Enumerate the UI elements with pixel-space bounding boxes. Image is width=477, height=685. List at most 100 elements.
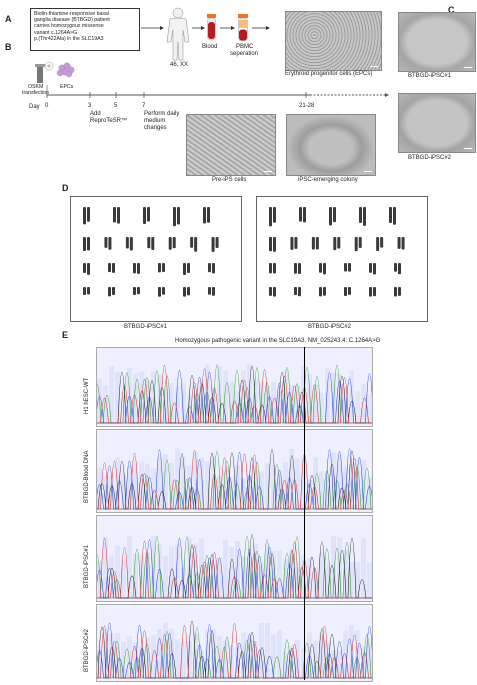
chromosome: [380, 237, 384, 248]
ipsc-colony-micrograph: [286, 114, 376, 176]
chromosome: [208, 263, 211, 273]
chromosome: [207, 207, 210, 223]
karyo1-caption: BTBGD-iPSC#1: [124, 324, 168, 330]
quality-bar: [223, 469, 228, 509]
base-trace: [97, 366, 372, 424]
quality-bar: [331, 650, 336, 678]
chromosome: [137, 263, 140, 274]
chromosome: [398, 287, 401, 296]
chromosome: [108, 287, 111, 297]
quality-bar: [169, 382, 174, 423]
base-trace: [97, 538, 372, 599]
quality-bar: [175, 386, 180, 423]
quality-bar: [97, 649, 102, 678]
quality-bar: [277, 469, 282, 509]
quality-bar: [355, 562, 360, 598]
chromosome: [269, 207, 272, 227]
quality-bar: [355, 391, 360, 423]
quality-bar: [229, 644, 234, 678]
patient-info-box: Biotin-thiamine-responsive basal ganglia…: [30, 8, 140, 51]
chromosome: [333, 237, 337, 251]
quality-bar: [247, 364, 252, 423]
quality-bar: [319, 392, 324, 423]
chromosome: [303, 207, 306, 223]
transfection-label: transfection: [22, 90, 49, 96]
chromosome: [294, 263, 297, 274]
chromosome: [83, 287, 86, 295]
chromosome: [151, 237, 155, 251]
karyotype-1-chromosomes: [83, 207, 219, 297]
chromosome: [212, 263, 215, 274]
quality-bar: [361, 459, 366, 509]
quality-bar: [241, 370, 246, 423]
quality-bar: [157, 543, 162, 598]
chromosome: [190, 237, 194, 248]
ipsc1-colony-image: [398, 12, 476, 72]
quality-bar: [259, 564, 264, 598]
quality-bar: [331, 452, 336, 509]
quality-bar: [211, 629, 216, 678]
quality-bar: [259, 471, 264, 509]
base-trace: [97, 623, 372, 679]
quality-bar: [271, 551, 276, 598]
quality-bar: [133, 461, 138, 509]
quality-bar: [283, 462, 288, 509]
chromosome: [187, 263, 190, 274]
karyotype-label: 46, XX: [170, 62, 189, 68]
quality-bar: [343, 549, 348, 598]
epc-cluster-icon: [56, 62, 75, 78]
quality-bar: [289, 448, 294, 509]
chromosome: [344, 287, 347, 297]
quality-bar: [367, 394, 372, 423]
quality-bar: [103, 629, 108, 678]
chromosome: [329, 207, 332, 226]
base-trace: [97, 365, 372, 424]
quality-bar: [163, 389, 168, 423]
chromosome: [147, 237, 151, 249]
quality-bar: [241, 477, 246, 509]
chromosome: [273, 287, 276, 297]
blood-tube-icon: [207, 14, 216, 41]
base-trace: [97, 621, 372, 679]
base-trace: [97, 364, 372, 424]
chromosome: [108, 263, 111, 273]
timeline-tick-3: 3: [88, 103, 92, 109]
chromosome: [373, 263, 376, 275]
quality-bar: [349, 562, 354, 598]
quality-bar: [277, 550, 282, 598]
chromosome: [158, 287, 161, 297]
scale-bar: [464, 67, 472, 68]
quality-bar: [313, 640, 318, 678]
chromatogram-trace: [97, 364, 372, 424]
quality-bar: [181, 456, 186, 509]
chromosome: [319, 287, 322, 297]
chromosome: [112, 287, 115, 296]
base-trace: [97, 536, 372, 599]
quality-bar: [283, 558, 288, 598]
quality-bar: [187, 640, 192, 678]
quality-bar: [109, 365, 114, 423]
scale-bar: [464, 148, 472, 149]
timeline-tick-7: 7: [142, 103, 146, 109]
chromosome: [87, 263, 90, 275]
quality-bar: [181, 641, 186, 678]
quality-bar: [319, 471, 324, 509]
chromosome: [299, 207, 302, 222]
patient-info-line: ganglia disease (BTBGD) patient: [34, 17, 110, 24]
base-trace: [97, 449, 372, 510]
quality-bar: [307, 480, 312, 509]
quality-bar: [307, 557, 312, 598]
chromosome: [294, 287, 297, 296]
chromosome: [369, 287, 372, 297]
chromosome: [172, 237, 176, 249]
chromosome: [183, 263, 186, 275]
quality-bar: [295, 639, 300, 678]
chromosome: [83, 237, 86, 252]
quality-bar: [169, 546, 174, 598]
chromosome: [208, 287, 211, 295]
quality-bar: [199, 457, 204, 509]
karyotype-1: [70, 196, 242, 322]
chromosome: [298, 287, 301, 297]
epcs-small-label: EPCs: [60, 84, 74, 90]
chromosome: [162, 263, 165, 273]
